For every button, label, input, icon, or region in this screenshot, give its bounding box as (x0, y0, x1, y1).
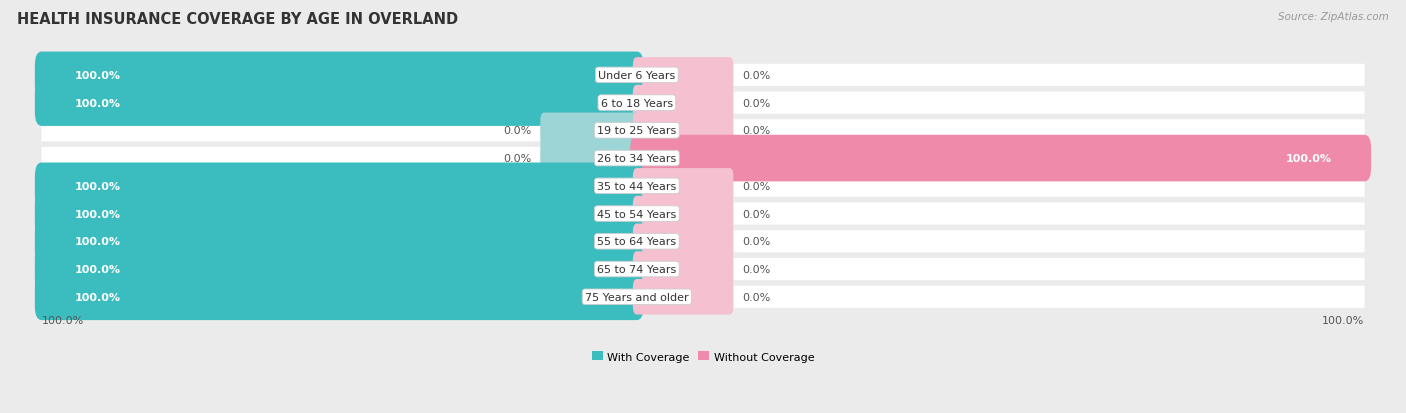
Text: 75 Years and older: 75 Years and older (585, 292, 689, 302)
Text: 100.0%: 100.0% (1322, 315, 1365, 325)
Text: 100.0%: 100.0% (41, 315, 84, 325)
FancyBboxPatch shape (41, 175, 1365, 197)
FancyBboxPatch shape (41, 92, 1365, 114)
FancyBboxPatch shape (35, 274, 644, 320)
FancyBboxPatch shape (633, 196, 734, 232)
Text: 0.0%: 0.0% (742, 237, 770, 247)
FancyBboxPatch shape (633, 252, 734, 287)
Text: 0.0%: 0.0% (742, 264, 770, 274)
Text: 55 to 64 Years: 55 to 64 Years (598, 237, 676, 247)
Text: 100.0%: 100.0% (75, 98, 121, 108)
FancyBboxPatch shape (540, 113, 641, 149)
FancyBboxPatch shape (35, 80, 644, 127)
FancyBboxPatch shape (633, 85, 734, 121)
Text: 26 to 34 Years: 26 to 34 Years (598, 154, 676, 164)
Text: HEALTH INSURANCE COVERAGE BY AGE IN OVERLAND: HEALTH INSURANCE COVERAGE BY AGE IN OVER… (17, 12, 458, 27)
Text: 100.0%: 100.0% (75, 237, 121, 247)
Text: 100.0%: 100.0% (75, 181, 121, 191)
FancyBboxPatch shape (41, 203, 1365, 225)
Text: Under 6 Years: Under 6 Years (598, 71, 675, 81)
Text: 100.0%: 100.0% (1285, 154, 1331, 164)
FancyBboxPatch shape (41, 230, 1365, 253)
Text: 0.0%: 0.0% (503, 126, 531, 136)
FancyBboxPatch shape (633, 169, 734, 204)
FancyBboxPatch shape (633, 113, 734, 149)
Text: 0.0%: 0.0% (742, 292, 770, 302)
Text: 0.0%: 0.0% (503, 154, 531, 164)
FancyBboxPatch shape (35, 191, 644, 237)
Text: 0.0%: 0.0% (742, 98, 770, 108)
FancyBboxPatch shape (41, 258, 1365, 280)
FancyBboxPatch shape (41, 147, 1365, 170)
Text: 35 to 44 Years: 35 to 44 Years (598, 181, 676, 191)
Text: 100.0%: 100.0% (75, 292, 121, 302)
FancyBboxPatch shape (630, 135, 1371, 182)
Legend: With Coverage, Without Coverage: With Coverage, Without Coverage (588, 347, 818, 366)
Text: 0.0%: 0.0% (742, 126, 770, 136)
FancyBboxPatch shape (35, 163, 644, 210)
FancyBboxPatch shape (633, 58, 734, 93)
FancyBboxPatch shape (41, 286, 1365, 308)
Text: 100.0%: 100.0% (75, 71, 121, 81)
Text: 65 to 74 Years: 65 to 74 Years (598, 264, 676, 274)
FancyBboxPatch shape (633, 279, 734, 315)
Text: 100.0%: 100.0% (75, 264, 121, 274)
FancyBboxPatch shape (41, 64, 1365, 87)
FancyBboxPatch shape (35, 52, 644, 99)
Text: 100.0%: 100.0% (75, 209, 121, 219)
FancyBboxPatch shape (35, 246, 644, 293)
Text: 19 to 25 Years: 19 to 25 Years (598, 126, 676, 136)
Text: 0.0%: 0.0% (742, 71, 770, 81)
Text: 0.0%: 0.0% (742, 181, 770, 191)
FancyBboxPatch shape (41, 120, 1365, 142)
Text: Source: ZipAtlas.com: Source: ZipAtlas.com (1278, 12, 1389, 22)
FancyBboxPatch shape (35, 218, 644, 265)
Text: 0.0%: 0.0% (742, 209, 770, 219)
FancyBboxPatch shape (633, 224, 734, 259)
Text: 45 to 54 Years: 45 to 54 Years (598, 209, 676, 219)
Text: 6 to 18 Years: 6 to 18 Years (600, 98, 673, 108)
FancyBboxPatch shape (540, 141, 641, 176)
